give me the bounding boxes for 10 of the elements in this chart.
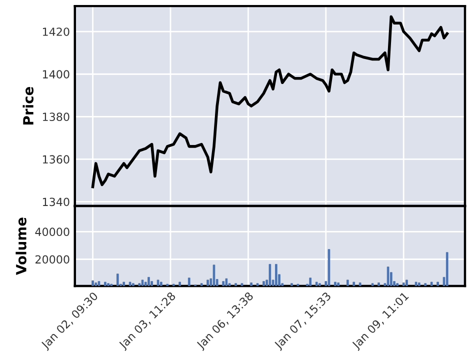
y-tick-label: 1340 [42,198,70,206]
y-axis-title: Price [22,86,34,124]
y-tick-label: 20000 [36,255,70,264]
y-tick-label: 1420 [42,28,70,36]
y-tick-label: 1380 [42,112,70,122]
y-tick-label: 1360 [42,155,70,164]
y-axis-title: Volume [16,218,26,275]
y-tick-label: 40000 [35,228,70,236]
line-series [91,15,449,188]
y-tick-label: 1400 [42,70,70,79]
